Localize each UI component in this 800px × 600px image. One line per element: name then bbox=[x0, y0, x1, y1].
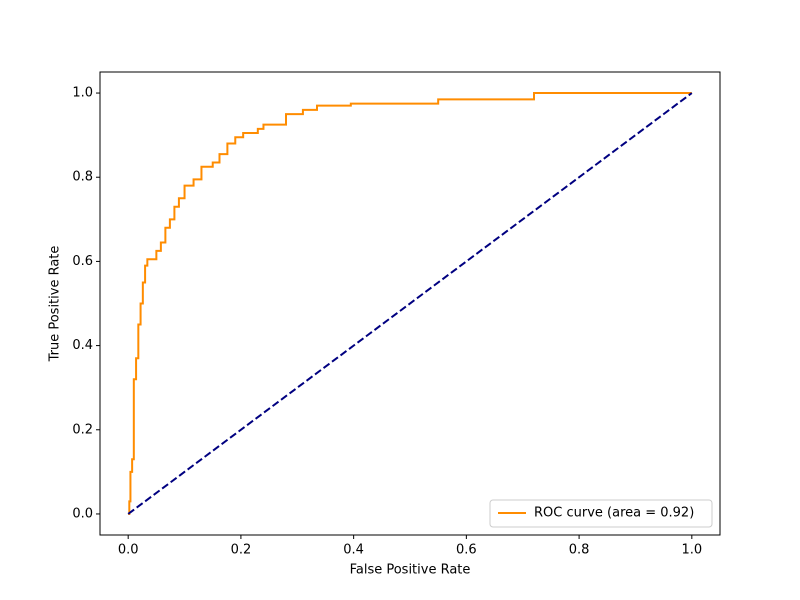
x-tick-label: 0.6 bbox=[456, 543, 477, 558]
x-tick-label: 0.2 bbox=[231, 543, 252, 558]
y-tick-label: 0.6 bbox=[72, 254, 93, 269]
legend-label: ROC curve (area = 0.92) bbox=[534, 506, 694, 521]
y-tick-label: 0.4 bbox=[72, 338, 93, 353]
series-line bbox=[127, 92, 693, 515]
series-line bbox=[128, 92, 692, 515]
x-tick-label: 0.0 bbox=[118, 543, 139, 558]
y-tick-label: 0.0 bbox=[72, 506, 93, 521]
y-tick-label: 1.0 bbox=[72, 86, 93, 101]
y-tick-label: 0.8 bbox=[72, 170, 93, 185]
x-tick-label: 0.4 bbox=[343, 543, 364, 558]
legend-box bbox=[489, 499, 713, 528]
plot-frame bbox=[99, 71, 721, 536]
x-tick-label: 0.8 bbox=[569, 543, 590, 558]
x-axis-label: False Positive Rate bbox=[350, 563, 471, 578]
y-axis-label: True Positive Rate bbox=[48, 246, 63, 363]
x-tick-label: 1.0 bbox=[681, 543, 702, 558]
y-tick-label: 0.2 bbox=[72, 422, 93, 437]
